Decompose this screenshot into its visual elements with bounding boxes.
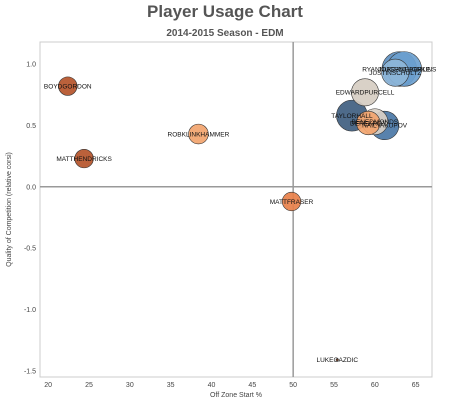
y-tick-label: -0.5 [24,246,36,253]
point-label: BENEDMONDS [352,119,399,126]
y-axis-title: Quality of Competition (relative corsi) [6,152,13,267]
data-point[interactable] [281,191,302,212]
point-label: LUKEGAZDIC [316,357,358,364]
data-point[interactable] [381,58,410,87]
point-label: JORDANEBERLE [378,66,431,73]
y-tick-label: -1.5 [24,368,36,375]
x-tick-label: 45 [248,382,256,389]
y-tick-label: 0.5 [26,123,36,130]
x-tick-label: 65 [412,382,420,389]
x-tick-label: 40 [208,382,216,389]
point-label: BOYDGORDON [44,83,92,90]
x-tick-label: 60 [371,382,379,389]
data-point[interactable] [335,358,339,362]
point-label: MATTFRASER [270,199,314,206]
plot-frame [39,41,433,378]
point-label: DEREKROY [350,120,387,127]
point-label: RYANNUGENTHOPKINS [362,66,437,73]
y-tick-label: 1.0 [26,62,36,69]
chart-subtitle: 2014-2015 Season - EDM [166,28,284,39]
x-tick-label: 25 [85,382,93,389]
point-label: ROBKLINKHAMMER [168,131,230,138]
data-point[interactable] [356,110,381,136]
x-tick-label: 55 [330,382,338,389]
x-tick-label: 20 [44,382,52,389]
x-tick-label: 30 [126,382,134,389]
y-tick-label: -1.0 [24,307,36,314]
point-label: MATTHENDRICKS [56,156,112,163]
x-axis-title: Off Zone Start % [210,392,262,399]
data-point[interactable] [74,148,94,169]
chart-title: Player Usage Chart [147,2,303,21]
x-tick-label: 35 [167,382,175,389]
point-label: JUSTINSCHULTZ [369,70,421,77]
point-label: NAILYAKUPOV [362,123,408,130]
y-tick-label: 0.0 [26,184,36,191]
point-label: EDWARDPURCELL [336,90,395,97]
point-label: TAYLORHALL [331,113,373,120]
data-point[interactable] [58,76,78,96]
x-tick-label: 50 [289,382,297,389]
data-point[interactable] [188,123,209,145]
data-point[interactable] [351,78,379,107]
